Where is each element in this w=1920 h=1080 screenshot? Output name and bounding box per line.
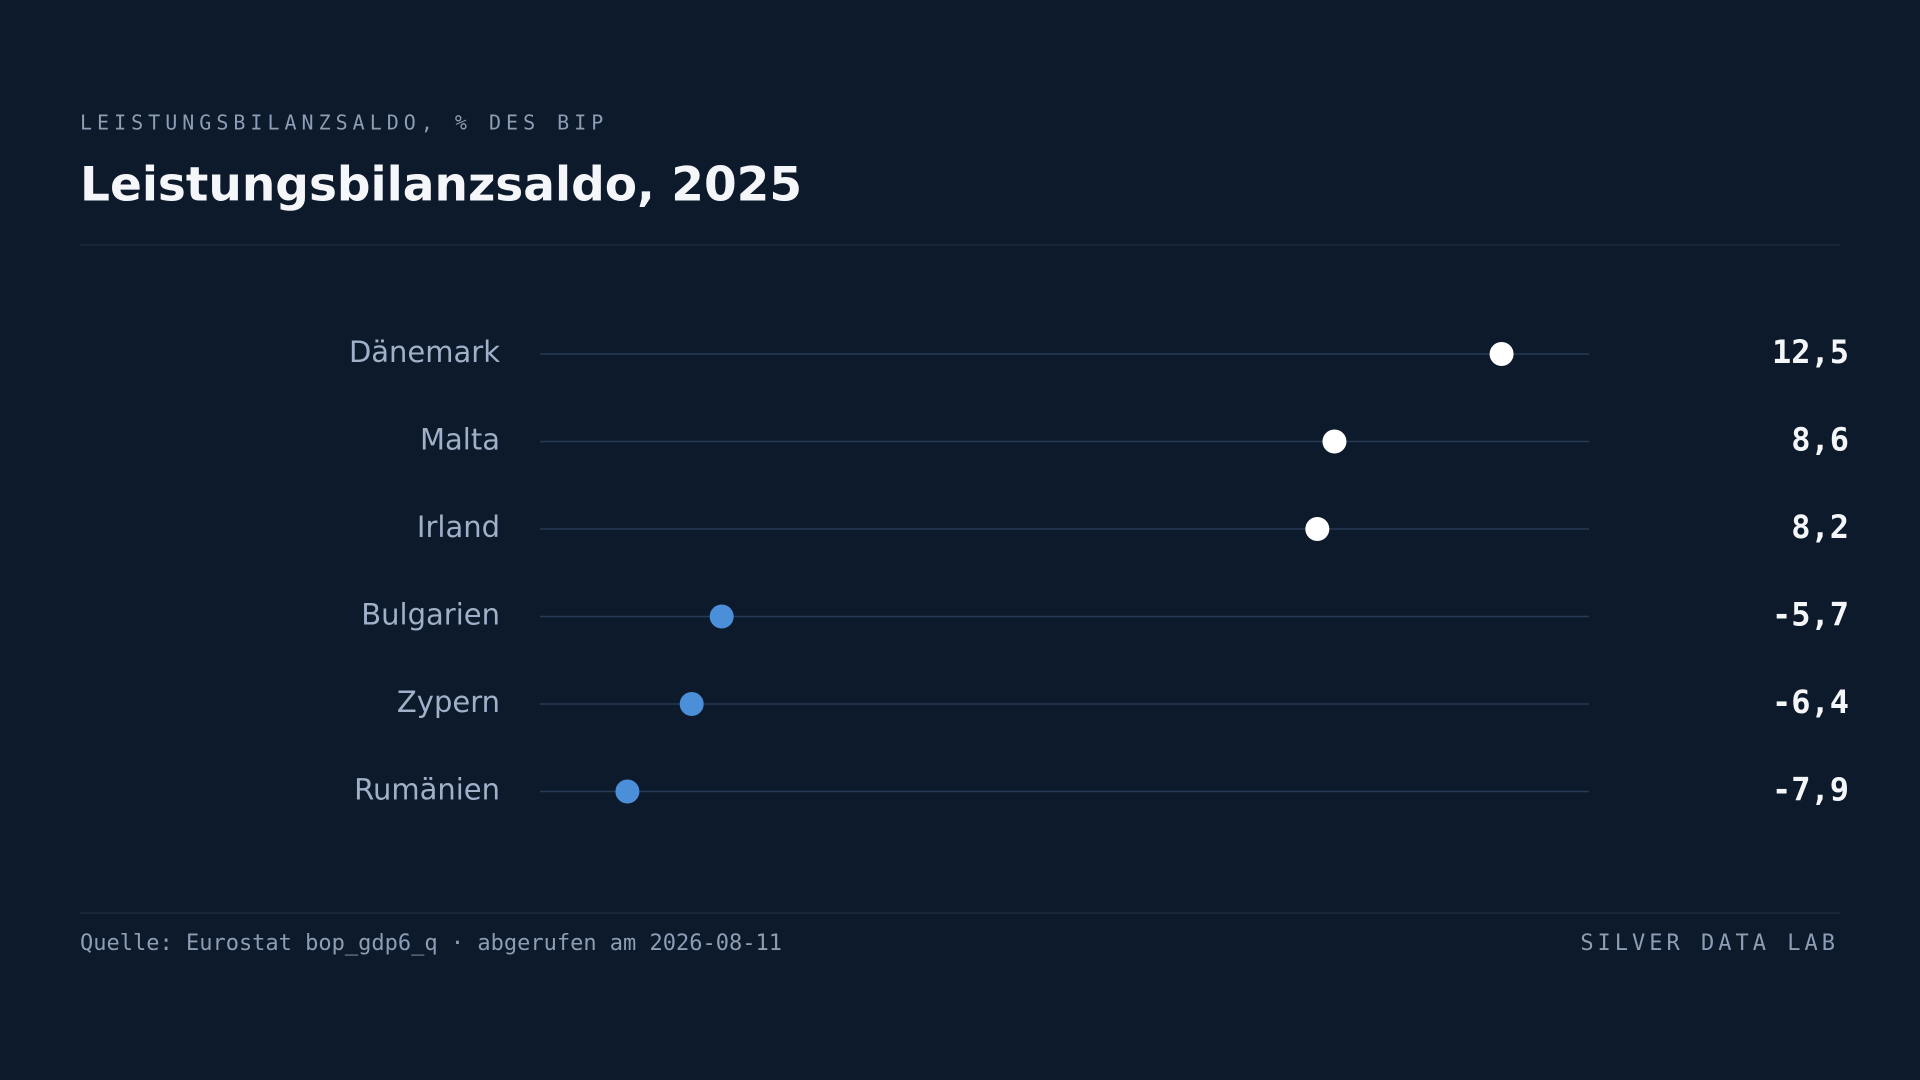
category-label: Malta (420, 423, 500, 457)
chart-supertitle: LEISTUNGSBILANZSALDO, % DES BIP (80, 111, 608, 135)
value-label: 12,5 (1772, 333, 1849, 371)
dot (1305, 517, 1330, 541)
dot (615, 779, 640, 804)
brand: SILVER DATA LAB (1580, 931, 1839, 956)
chart-title: Leistungsbilanzsaldo, 2025 (80, 158, 802, 213)
category-label: Bulgarien (361, 598, 500, 632)
category-label: Irland (417, 510, 500, 544)
dot (709, 604, 734, 629)
category-label: Zypern (397, 685, 500, 719)
category-label: Dänemark (349, 335, 500, 369)
dot (679, 692, 704, 716)
value-label: -5,7 (1772, 596, 1849, 634)
value-label: 8,6 (1791, 421, 1849, 459)
value-label: -6,4 (1772, 683, 1849, 721)
dot (1322, 429, 1347, 454)
dot (1489, 342, 1514, 366)
value-label: -7,9 (1772, 771, 1849, 809)
category-label: Rumänien (354, 773, 500, 807)
value-label: 8,2 (1791, 508, 1849, 546)
source-note: Quelle: Eurostat bop_gdp6_q · abgerufen … (80, 931, 782, 956)
